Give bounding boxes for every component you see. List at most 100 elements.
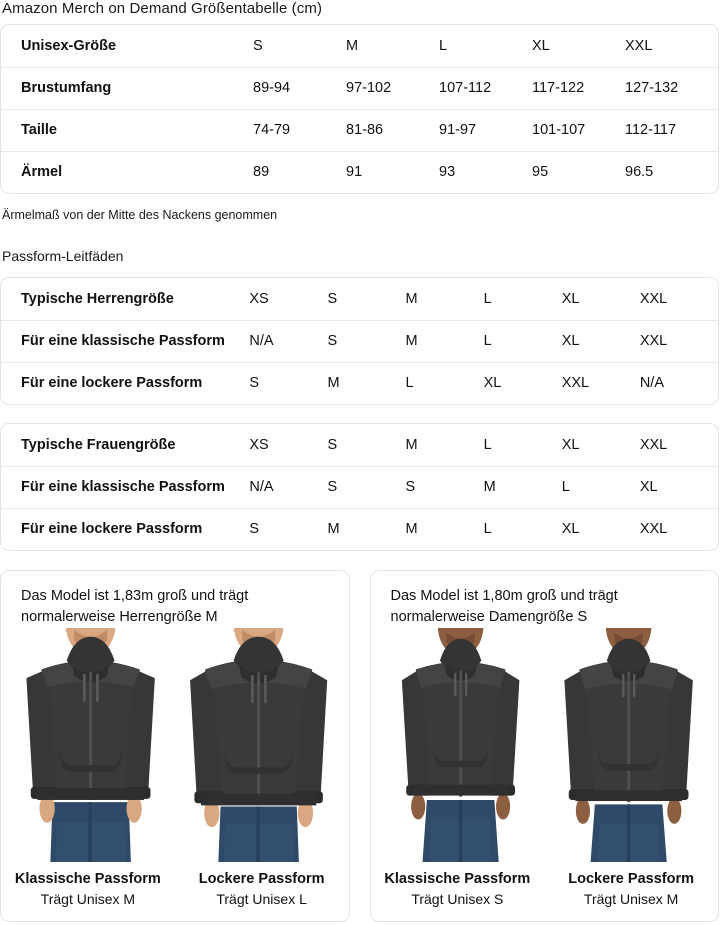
size-chart-size-l: L — [439, 37, 448, 54]
men-size-xl: XL — [561, 290, 580, 307]
women-classic-3: M — [483, 465, 562, 508]
fit-guides-heading: Passform-Leitfäden — [2, 248, 124, 264]
female-model-card: Das Model ist 1,80m groß und trägt norma… — [369, 570, 719, 922]
male-model-relaxed-fit-illustration — [190, 628, 328, 862]
table-row: Für eine klassische Passform N/A S S M L… — [1, 465, 718, 508]
women-relaxed-fit-label: Für eine lockere Passform — [1, 507, 250, 550]
women-relaxed-0: S — [249, 507, 328, 550]
table-row: Ärmel 89 91 93 95 96.5 — [1, 150, 718, 193]
women-size-xxl: XXL — [639, 436, 668, 453]
table-row: Für eine klassische Passform N/A S M L X… — [1, 319, 718, 362]
model-cards-row: Das Model ist 1,83m groß und trägt norma… — [0, 570, 719, 922]
chest-l: 107-112 — [439, 66, 532, 109]
female-model-figures — [371, 628, 719, 862]
male-model-relaxed-fit — [175, 628, 343, 862]
table-row: Für eine lockere Passform S M M L XL XXL — [1, 507, 718, 550]
men-classic-4: XL — [561, 319, 640, 362]
women-size-xs: XS — [249, 436, 269, 453]
waist-l: 91-97 — [439, 108, 532, 151]
waist-m: 81-86 — [346, 108, 439, 151]
men-size-xxl: XXL — [639, 290, 668, 307]
male-classic-fit-label: Klassische Passform — [14, 871, 161, 887]
table-row-header: Typische Herrengröße XS S M L XL XXL — [1, 278, 718, 320]
men-size-xs: XS — [249, 290, 269, 307]
women-size-s: S — [327, 436, 338, 453]
page-header: Amazon Merch on Demand Größentabelle (cm… — [0, 0, 720, 18]
men-relaxed-3: XL — [483, 361, 562, 404]
chest-m: 97-102 — [346, 66, 439, 109]
male-model-classic-fit — [7, 628, 175, 862]
women-relaxed-2: M — [405, 507, 484, 550]
sleeve-l: 93 — [439, 150, 532, 193]
female-model-captions: Klassische Passform Trägt Unisex S Locke… — [371, 862, 719, 921]
chest-xl: 117-122 — [532, 66, 625, 109]
female-model-card-title: Das Model ist 1,80m groß und trägt norma… — [390, 588, 618, 625]
men-size-m: M — [405, 290, 418, 307]
fit-guide-men-card: Typische Herrengröße XS S M L XL XXL Für… — [0, 277, 719, 405]
men-classic-3: L — [483, 319, 562, 362]
size-chart-size-xxl: XXL — [625, 37, 653, 54]
women-classic-2: S — [405, 465, 484, 508]
size-chart-size-m: M — [346, 37, 359, 54]
size-chart-table: Unisex-Größe S M L XL XXL Brustumfang 89… — [1, 25, 718, 193]
table-row: Brustumfang 89-94 97-102 107-112 117-122… — [1, 66, 718, 109]
female-classic-caption: Klassische Passform Trägt Unisex S — [371, 869, 545, 909]
women-size-l: L — [483, 436, 492, 453]
male-model-captions: Klassische Passform Trägt Unisex M Locke… — [1, 862, 349, 921]
waist-xxl: 112-117 — [625, 108, 718, 151]
women-relaxed-5: XXL — [639, 507, 718, 550]
chest-s: 89-94 — [253, 66, 346, 109]
men-relaxed-2: L — [405, 361, 484, 404]
men-relaxed-1: M — [327, 361, 406, 404]
table-row: Für eine lockere Passform S M L XL XXL N… — [1, 361, 718, 404]
sleeve-xl: 95 — [532, 150, 625, 193]
female-relaxed-wears-label: Trägt Unisex M — [583, 891, 679, 907]
women-size-xl: XL — [561, 436, 580, 453]
row-label-chest: Brustumfang — [1, 66, 253, 109]
waist-s: 74-79 — [253, 108, 346, 151]
male-model-figures — [1, 628, 349, 862]
men-relaxed-fit-label: Für eine lockere Passform — [1, 361, 250, 404]
male-relaxed-caption: Lockere Passform Trägt Unisex L — [175, 869, 349, 909]
female-model-classic-fit-illustration — [401, 628, 520, 862]
fit-guide-men-table: Typische Herrengröße XS S M L XL XXL Für… — [1, 278, 718, 404]
male-model-card: Das Model ist 1,83m groß und trägt norma… — [0, 570, 350, 922]
male-model-card-title: Das Model ist 1,83m groß und trägt norma… — [21, 588, 249, 625]
female-classic-fit-label: Klassische Passform — [384, 871, 531, 887]
male-classic-wears-label: Trägt Unisex M — [40, 891, 136, 907]
page-title: Amazon Merch on Demand Größentabelle (cm… — [2, 0, 323, 17]
men-classic-fit-label: Für eine klassische Passform — [1, 319, 250, 362]
sleeve-measurement-note: Ärmelmaß von der Mitte des Nackens genom… — [2, 208, 278, 222]
women-classic-fit-label: Für eine klassische Passform — [1, 465, 250, 508]
fit-guide-women-card: Typische Frauengröße XS S M L XL XXL Für… — [0, 423, 719, 551]
fit-guide-women-table: Typische Frauengröße XS S M L XL XXL Für… — [1, 424, 718, 550]
female-relaxed-fit-label: Lockere Passform — [568, 871, 694, 887]
women-classic-4: L — [561, 465, 640, 508]
men-classic-1: S — [327, 319, 406, 362]
row-label-sleeve: Ärmel — [1, 150, 253, 193]
sleeve-s: 89 — [253, 150, 346, 193]
men-relaxed-5: N/A — [639, 361, 718, 404]
row-label-waist: Taille — [1, 108, 253, 151]
female-relaxed-caption: Lockere Passform Trägt Unisex M — [544, 869, 718, 909]
men-size-s: S — [327, 290, 338, 307]
female-model-relaxed-fit-illustration — [563, 628, 693, 862]
male-model-classic-fit-illustration — [26, 628, 156, 862]
sleeve-m: 91 — [346, 150, 439, 193]
male-classic-caption: Klassische Passform Trägt Unisex M — [1, 869, 175, 909]
female-model-relaxed-fit — [544, 628, 712, 862]
women-relaxed-1: M — [327, 507, 406, 550]
size-chart-card: Unisex-Größe S M L XL XXL Brustumfang 89… — [0, 24, 719, 194]
size-chart-header-label: Unisex-Größe — [21, 37, 117, 54]
women-relaxed-3: L — [483, 507, 562, 550]
men-classic-0: N/A — [249, 319, 328, 362]
women-classic-5: XL — [639, 465, 718, 508]
waist-xl: 101-107 — [532, 108, 625, 151]
women-classic-1: S — [327, 465, 406, 508]
size-chart-size-xl: XL — [532, 37, 550, 54]
female-classic-wears-label: Trägt Unisex S — [411, 891, 504, 907]
men-relaxed-0: S — [249, 361, 328, 404]
sleeve-xxl: 96.5 — [625, 150, 718, 193]
table-row: Taille 74-79 81-86 91-97 101-107 112-117 — [1, 108, 718, 151]
size-chart-size-s: S — [253, 37, 263, 54]
